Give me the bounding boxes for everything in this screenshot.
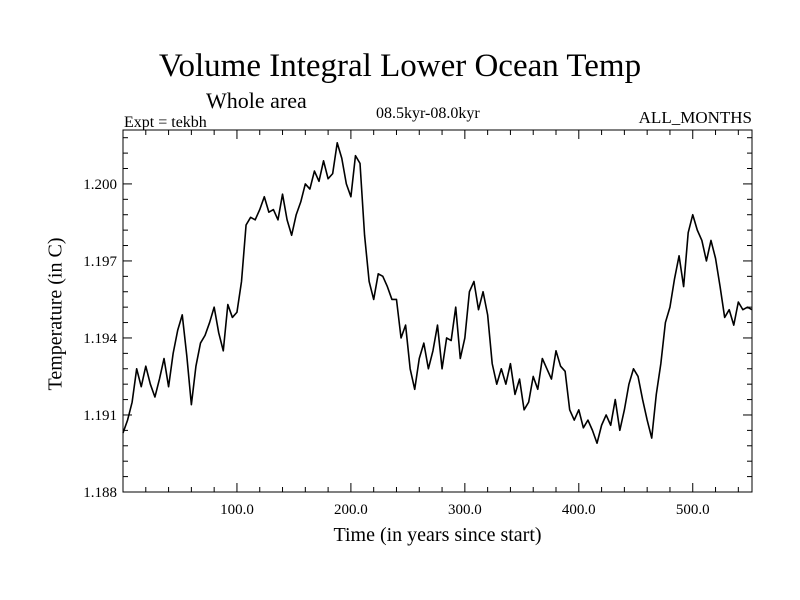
months-label: ALL_MONTHS — [638, 108, 752, 127]
y-tick-label: 1.194 — [83, 331, 117, 347]
chart-subtitle: Whole area — [206, 88, 307, 113]
y-tick-label: 1.197 — [83, 254, 117, 270]
x-tick-label: 400.0 — [562, 502, 596, 518]
axis-ticks: 100.0 200.0 300.0 400.0 500.0 1.188 1.191 1.194… — [83, 130, 752, 518]
y-tick-label: 1.191 — [83, 408, 117, 424]
y-tick-label: 1.188 — [83, 485, 117, 501]
x-tick-label: 200.0 — [334, 502, 368, 518]
temperature-series-line — [122, 142, 753, 445]
x-tick-label: 300.0 — [448, 502, 482, 518]
series-layer — [122, 142, 753, 445]
y-tick-label: 1.200 — [83, 177, 117, 193]
plot-frame — [122, 129, 753, 493]
experiment-label: Expt = tekbh — [124, 114, 207, 131]
x-tick-label: 100.0 — [220, 502, 254, 518]
chart-title: Volume Integral Lower Ocean Temp — [158, 48, 642, 84]
period-label: 08.5kyr-08.0kyr — [376, 105, 480, 122]
x-tick-label: 500.0 — [676, 502, 710, 518]
x-axis-label: Time (in years since start) — [333, 524, 542, 546]
